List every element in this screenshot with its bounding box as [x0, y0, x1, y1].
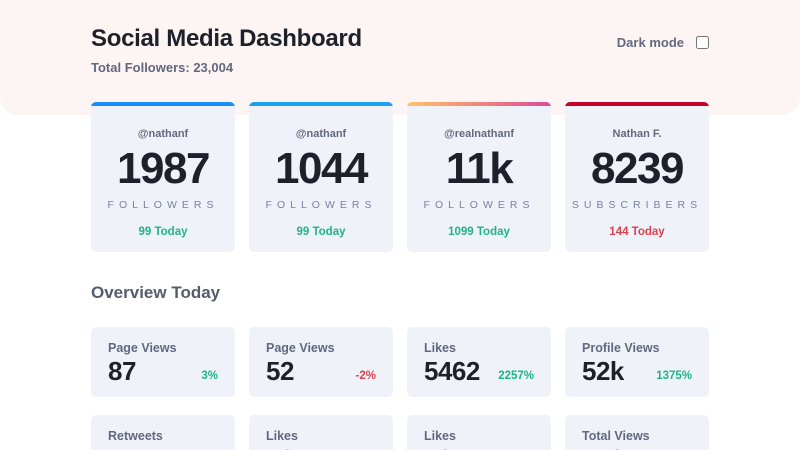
- page-header: Social Media Dashboard Total Followers: …: [91, 0, 709, 75]
- stat-label: Likes: [266, 429, 298, 443]
- stat-row: 1407: [582, 446, 692, 450]
- stat-card-likes-3: Likes 107: [407, 415, 551, 450]
- stat-card-profile-views: Profile Views 52k 1375%: [565, 327, 709, 397]
- today-change: 99 Today: [296, 226, 346, 238]
- stat-percent: 1375%: [656, 369, 692, 382]
- follower-metric-label: FOLLOWERS: [107, 199, 219, 211]
- stat-value: 52k: [582, 356, 624, 386]
- today-change: 144 Today: [609, 226, 665, 238]
- stat-label: Total Views: [582, 429, 650, 443]
- stat-label: Page Views: [108, 341, 177, 355]
- overview-stats-row-1: Page Views 87 3% Page Views 52 -2% Likes…: [91, 327, 709, 397]
- stat-label: Likes: [424, 341, 456, 355]
- stat-row: 507: [266, 446, 376, 450]
- stat-label: Retweets: [108, 429, 163, 443]
- follower-metric-label: FOLLOWERS: [423, 199, 535, 211]
- stat-value: 507: [266, 446, 308, 450]
- overview-heading: Overview Today: [91, 283, 221, 302]
- follower-count: 1987: [117, 144, 210, 193]
- stat-label: Likes: [424, 429, 456, 443]
- dashboard-container: Social Media Dashboard Total Followers: …: [91, 0, 709, 450]
- dark-mode-label: Dark mode: [616, 35, 684, 50]
- stat-card-retweets: Retweets 117: [91, 415, 235, 450]
- stat-row: 5462 2257%: [424, 358, 534, 384]
- stat-value: 52: [266, 356, 294, 386]
- today-change: 99 Today: [138, 226, 188, 238]
- follower-card-facebook: @nathanf 1987 FOLLOWERS 99 Today: [91, 102, 235, 252]
- facebook-accent-bar: [91, 102, 235, 106]
- instagram-accent-bar: [407, 102, 551, 106]
- stat-label: Profile Views: [582, 341, 660, 355]
- follower-count: 11k: [445, 144, 514, 193]
- stat-card-total-views: Total Views 1407: [565, 415, 709, 450]
- page-title: Social Media Dashboard: [91, 25, 362, 52]
- stat-percent: 3%: [201, 369, 218, 382]
- follower-count: 1044: [275, 144, 368, 193]
- dark-mode-toggle-row: Dark mode: [617, 35, 709, 50]
- stat-row: 107: [424, 446, 534, 450]
- follower-cards-grid: @nathanf 1987 FOLLOWERS 99 Today @nathan…: [91, 102, 709, 252]
- today-change: 1099 Today: [448, 226, 510, 238]
- account-handle: Nathan F.: [612, 128, 662, 140]
- total-followers-subtitle: Total Followers: 23,004: [91, 60, 234, 75]
- stat-value: 5462: [424, 356, 480, 386]
- follower-card-instagram: @realnathanf 11k FOLLOWERS 1099 Today: [407, 102, 551, 252]
- stat-value: 87: [108, 356, 136, 386]
- stat-row: 87 3%: [108, 358, 218, 384]
- stat-value: 1407: [582, 446, 638, 450]
- follower-metric-label: FOLLOWERS: [265, 199, 377, 211]
- dark-mode-checkbox[interactable]: [696, 36, 709, 49]
- youtube-accent-bar: [565, 102, 709, 106]
- twitter-accent-bar: [249, 102, 393, 106]
- stat-value: 117: [108, 446, 149, 450]
- stat-card-page-views-1: Page Views 87 3%: [91, 327, 235, 397]
- header-background-band: [0, 0, 800, 115]
- stat-percent: -2%: [355, 369, 376, 382]
- subscriber-count: 8239: [591, 144, 684, 193]
- stat-card-page-views-2: Page Views 52 -2%: [249, 327, 393, 397]
- stat-row: 52k 1375%: [582, 358, 692, 384]
- stat-row: 52 -2%: [266, 358, 376, 384]
- follower-card-twitter: @nathanf 1044 FOLLOWERS 99 Today: [249, 102, 393, 252]
- account-handle: @nathanf: [295, 128, 347, 140]
- stat-label: Page Views: [266, 341, 335, 355]
- account-handle: @realnathanf: [443, 128, 515, 140]
- header-titles: Social Media Dashboard Total Followers: …: [91, 25, 362, 75]
- stat-card-likes-2: Likes 507: [249, 415, 393, 450]
- account-handle: @nathanf: [137, 128, 189, 140]
- overview-stats-row-2: Retweets 117 Likes 507 Likes 107 Total V…: [91, 415, 709, 450]
- stat-value: 107: [424, 446, 466, 450]
- stat-percent: 2257%: [498, 369, 534, 382]
- subscriber-metric-label: SUBSCRIBERS: [571, 199, 703, 211]
- stat-card-likes-1: Likes 5462 2257%: [407, 327, 551, 397]
- follower-card-youtube: Nathan F. 8239 SUBSCRIBERS 144 Today: [565, 102, 709, 252]
- stat-row: 117: [108, 446, 218, 450]
